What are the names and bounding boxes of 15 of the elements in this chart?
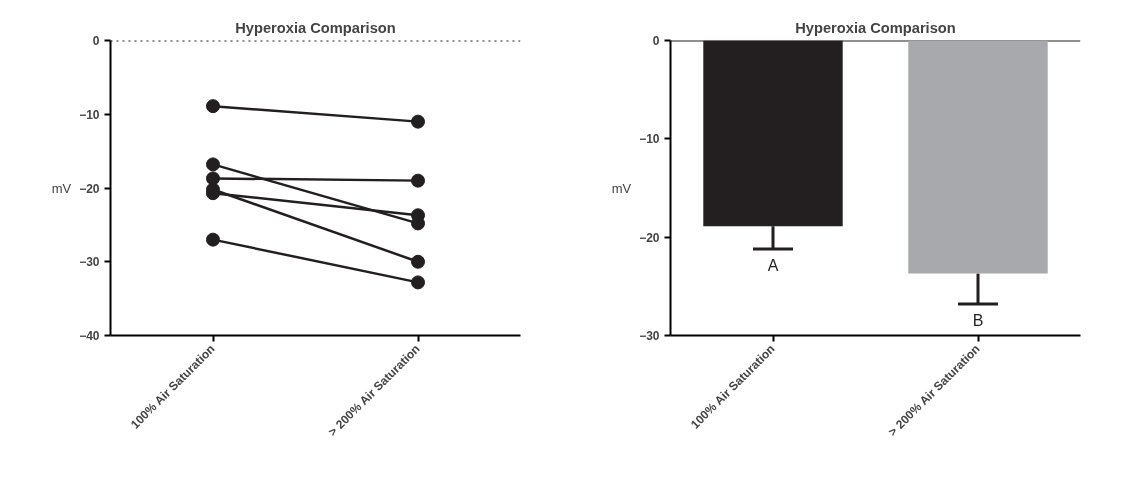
y-tick-label: −10 [79,107,100,122]
y-tick-label: −20 [79,181,100,196]
annotation: B [972,312,984,330]
y-tick-label: −30 [639,329,660,343]
y-axis-title: mV [611,180,632,196]
y-tick-label: −40 [79,329,100,343]
y-tick-label: −20 [639,230,660,245]
y-tick-label: 0 [652,34,660,48]
chart-title: Hyperoxia Comparison [795,19,956,36]
y-tick-label: −30 [79,255,100,270]
y-axis-title: mV [51,180,72,196]
y-tick-label: 0 [92,34,100,48]
annotation: A [767,256,779,274]
chart-title: Hyperoxia Comparison [235,19,396,36]
y-tick-label: −10 [639,132,660,147]
